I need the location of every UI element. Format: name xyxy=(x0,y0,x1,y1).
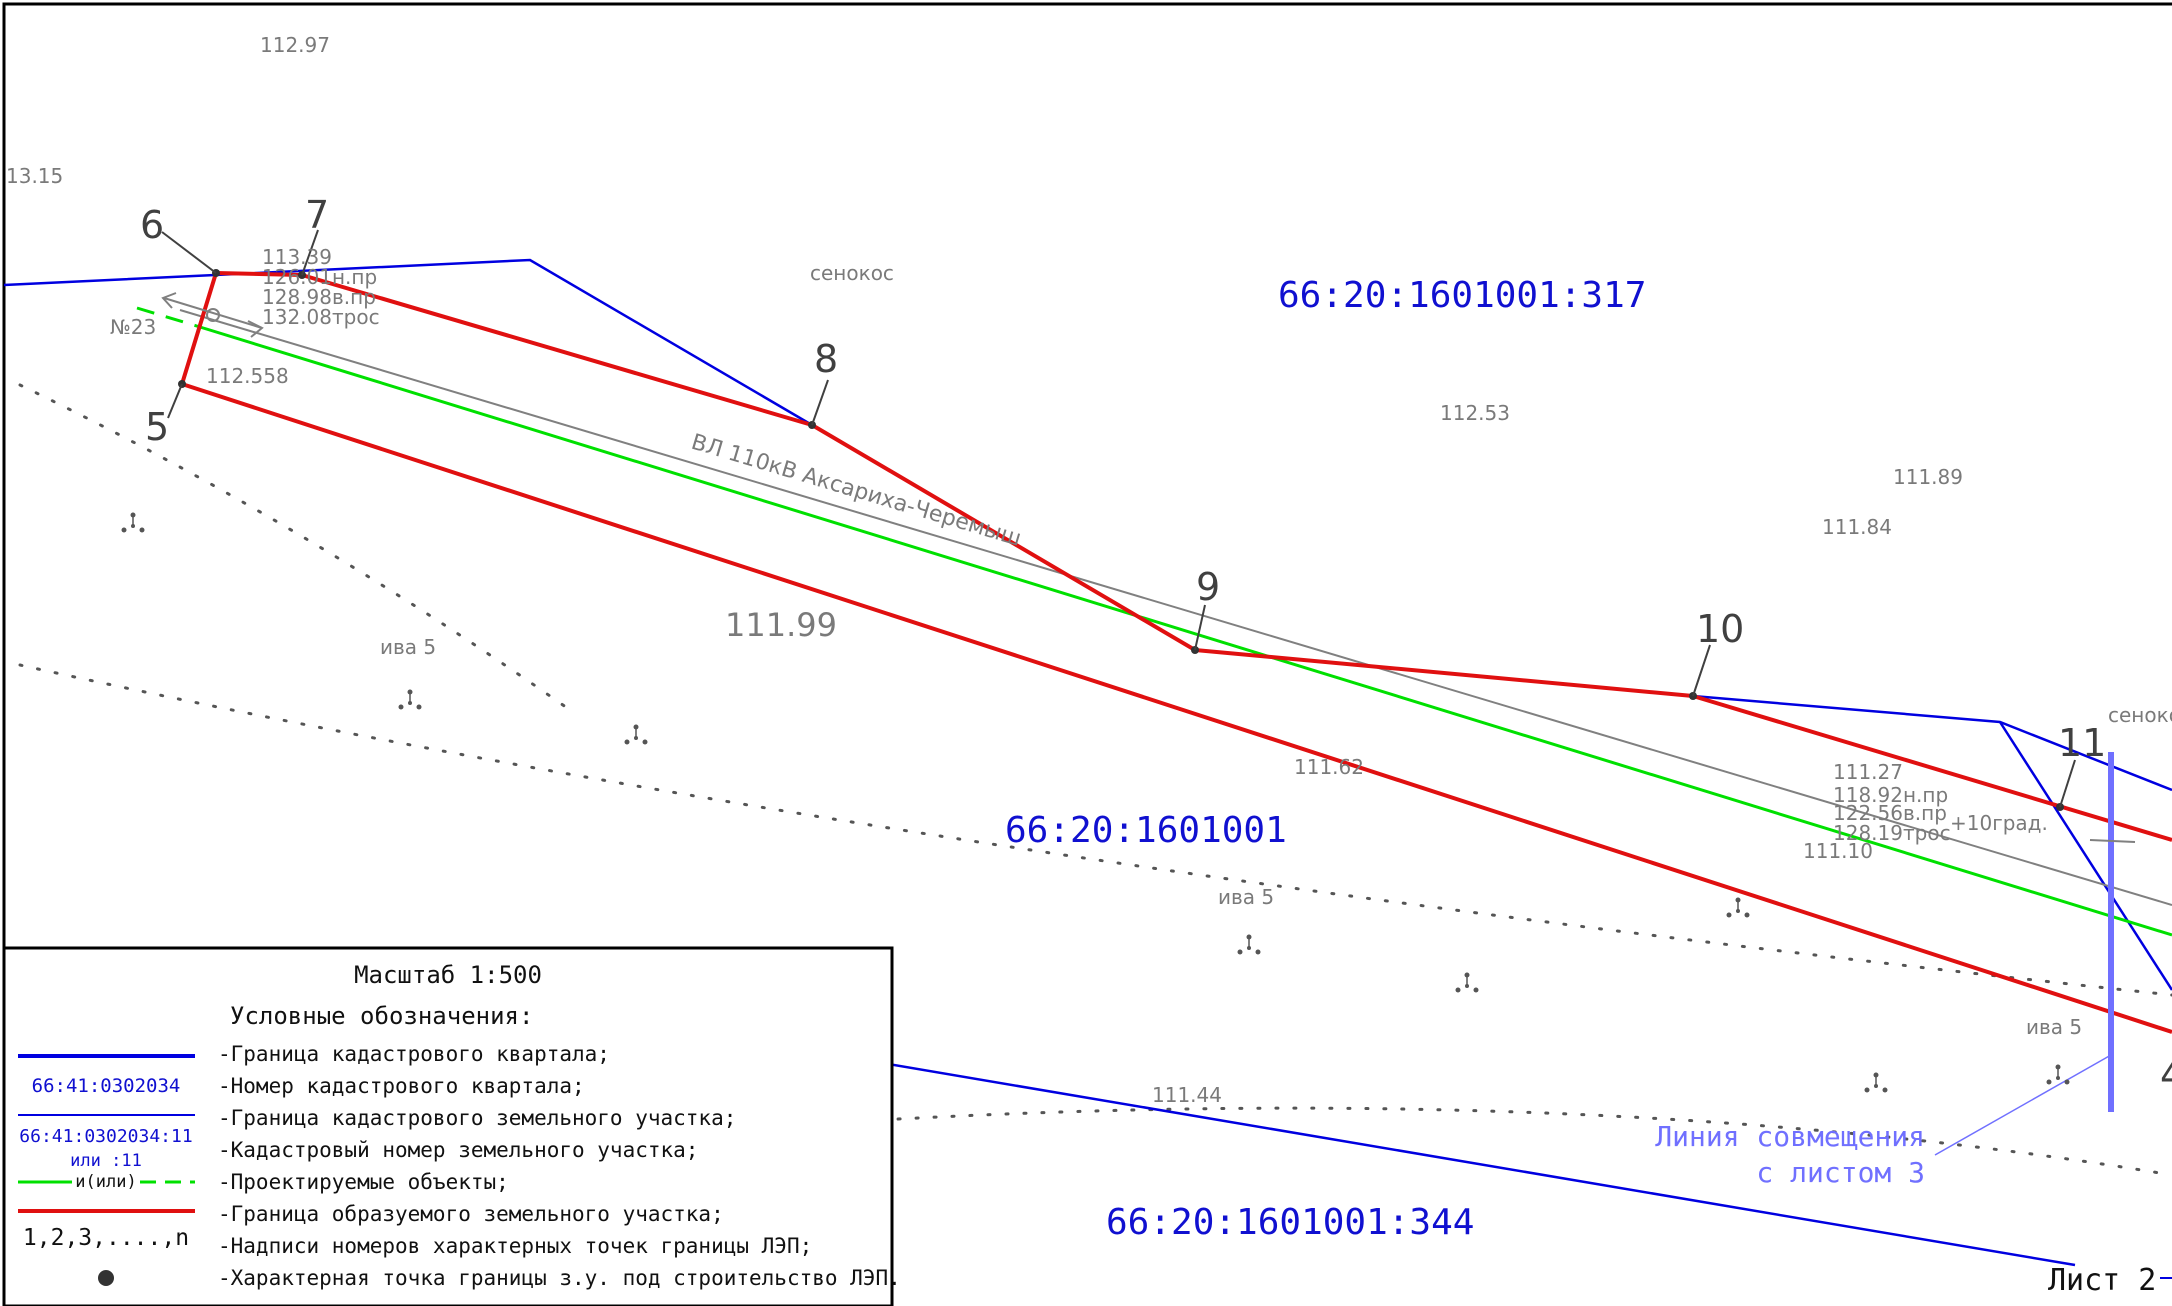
tree-label: ива 5 xyxy=(1218,885,1274,909)
elevation-marks: 112.97 13.15 112.558 112.53 111.89 111.8… xyxy=(6,33,1963,1107)
point-number-6: 6 xyxy=(140,203,164,247)
dotted-contour-lower xyxy=(878,1106,2172,1177)
legend-desc: -Характерная точка границы з.у. под стро… xyxy=(218,1266,901,1290)
elevation: 111.84 xyxy=(1822,515,1892,539)
join-line-leader xyxy=(1934,1054,2112,1156)
point-number-5: 5 xyxy=(145,405,169,449)
legend-symbol-quarter-number: 66:41:0302034 xyxy=(32,1075,181,1097)
elevation: 13.15 xyxy=(6,164,63,188)
elevation: 112.97 xyxy=(260,33,330,57)
legend-symbol-point-numbers: 1,2,3,....,n xyxy=(23,1225,189,1251)
cadastral-number-parcel-344: 66:20:1601001:344 xyxy=(1106,1202,1474,1243)
dotted-contour-upper xyxy=(18,383,572,712)
point-number-10: 10 xyxy=(1696,607,1744,651)
point-leaders xyxy=(161,229,2076,808)
characteristic-points xyxy=(178,269,2064,811)
support-crossbar xyxy=(2089,839,2136,843)
power-line-label: ВЛ 110кВ Аксариха-Черемыш xyxy=(688,430,1024,552)
parcel-317-boundary-north xyxy=(3,258,813,427)
legend-desc: -Кадастровый номер земельного участка; xyxy=(218,1138,698,1162)
legend-desc: -Граница кадастрового квартала; xyxy=(218,1042,610,1066)
support-23-elevation: 113.39 xyxy=(262,245,332,269)
point-number-9: 9 xyxy=(1196,565,1220,609)
support-right-cable: 128.19трос xyxy=(1833,821,1951,845)
land-use-label: сенокос xyxy=(2108,703,2172,727)
tree-label: ива 5 xyxy=(380,635,436,659)
parcel-317-boundary-diagonal xyxy=(1998,721,2172,991)
elevation: 111.44 xyxy=(1152,1083,1222,1107)
tree-icon xyxy=(121,512,145,533)
tree-icon xyxy=(398,689,422,710)
point-number-4: 4 xyxy=(2160,1053,2172,1097)
legend-desc: -Граница образуемого земельного участка; xyxy=(218,1202,724,1226)
projected-object-dashed xyxy=(136,306,201,329)
support-23-name: №23 xyxy=(110,315,156,339)
projected-object-line xyxy=(199,325,2172,937)
elevation-large: 111.99 xyxy=(725,606,837,644)
support-23-wire-lower: 126.01н.пр xyxy=(262,265,377,289)
cadastral-number-quarter: 66:20:1601001 xyxy=(1005,810,1287,851)
legend-desc: -Проектируемые объекты; xyxy=(218,1170,509,1194)
legend-desc: -Номер кадастрового квартала; xyxy=(218,1074,585,1098)
legend: Масштаб 1:500 Условные обозначения: 66:4… xyxy=(2,946,901,1306)
support-23-cable: 132.08трос xyxy=(262,305,380,329)
tree-icon xyxy=(2046,1064,2070,1085)
tree-icon xyxy=(1237,934,1261,955)
tree-icon xyxy=(1726,897,1750,918)
cadastral-boundaries xyxy=(3,258,2172,1267)
land-use-label: сенокос xyxy=(810,261,894,285)
point-number-7: 7 xyxy=(305,193,329,237)
legend-scale: Масштаб 1:500 xyxy=(354,961,542,989)
legend-box xyxy=(2,946,894,1306)
sheet-label: Лист 2 xyxy=(2048,1263,2156,1298)
legend-symbol-projected-or: и(или) xyxy=(75,1172,136,1192)
elevation: 111.10 xyxy=(1803,839,1873,863)
support-23-labels: №23 113.39 126.01н.пр 128.98в.пр 132.08т… xyxy=(110,245,380,339)
tree-icon xyxy=(1864,1072,1888,1093)
legend-desc: -Надписи номеров характерных точек грани… xyxy=(218,1234,812,1258)
elevation: 111.62 xyxy=(1294,755,1364,779)
tree-label: ива 5 xyxy=(2026,1015,2082,1039)
cadastral-number-parcel-317: 66:20:1601001:317 xyxy=(1278,275,1646,316)
support-23-symbol xyxy=(161,292,264,338)
support-right-wire-lower: 118.92н.пр xyxy=(1833,783,1948,807)
point-number-8: 8 xyxy=(814,337,838,381)
tree-icon xyxy=(624,724,648,745)
point-number-11: 11 xyxy=(2058,721,2106,765)
support-right-elevation: 111.27 xyxy=(1833,760,1903,784)
support-23-wire-upper: 128.98в.пр xyxy=(262,285,376,309)
join-line-label-1: Линия совмещения xyxy=(1655,1120,1925,1153)
legend-symbol-characteristic-point xyxy=(98,1270,114,1286)
tree-icon xyxy=(1455,972,1479,993)
support-right-labels: 111.27 118.92н.пр 122.56в.пр 128.19трос … xyxy=(1833,760,2048,845)
legend-symbol-parcel-number: 66:41:0302034:11 xyxy=(19,1126,192,1147)
legend-symbol-parcel-number-alt: или :11 xyxy=(70,1151,142,1171)
point-numbers: 5 6 7 8 9 10 11 4 xyxy=(140,193,2172,1097)
join-line-label-2: с листом 3 xyxy=(1756,1156,1925,1189)
support-right-wire-upper: 122.56в.пр xyxy=(1833,801,1947,825)
elevation: 111.89 xyxy=(1893,465,1963,489)
support-right-angle: +10град. xyxy=(1950,811,2048,835)
elevation: 112.53 xyxy=(1440,401,1510,425)
legend-desc: -Граница кадастрового земельного участка… xyxy=(218,1106,736,1130)
legend-title: Условные обозначения: xyxy=(230,1002,533,1030)
dotted-contours xyxy=(18,383,2172,1177)
formed-parcel-boundary xyxy=(180,271,2172,1034)
parcel-344-boundary xyxy=(887,1062,2076,1267)
elevation: 112.558 xyxy=(206,364,289,388)
power-line-axis xyxy=(179,309,2172,906)
tree-symbols xyxy=(121,512,2070,1093)
